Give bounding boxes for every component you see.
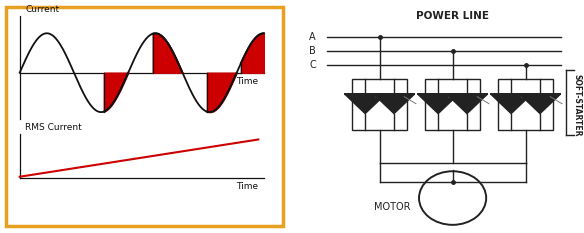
Text: C: C	[309, 60, 316, 70]
Text: A: A	[309, 32, 316, 42]
Bar	[498, 79, 554, 130]
Bar	[425, 79, 480, 130]
Text: POWER LINE: POWER LINE	[416, 11, 489, 21]
Polygon shape	[520, 94, 561, 114]
Polygon shape	[418, 94, 458, 114]
Text: Time: Time	[236, 77, 258, 86]
Text: RMS Current: RMS Current	[25, 123, 82, 132]
Text: B: B	[309, 46, 316, 56]
Text: MOTOR: MOTOR	[374, 202, 410, 212]
Text: Time: Time	[236, 182, 258, 191]
Polygon shape	[345, 94, 385, 114]
Bar	[352, 79, 408, 130]
Polygon shape	[491, 94, 531, 114]
Text: Current: Current	[25, 5, 60, 14]
Text: SOFT-STARTER: SOFT-STARTER	[572, 74, 581, 136]
Polygon shape	[374, 94, 415, 114]
Polygon shape	[447, 94, 488, 114]
